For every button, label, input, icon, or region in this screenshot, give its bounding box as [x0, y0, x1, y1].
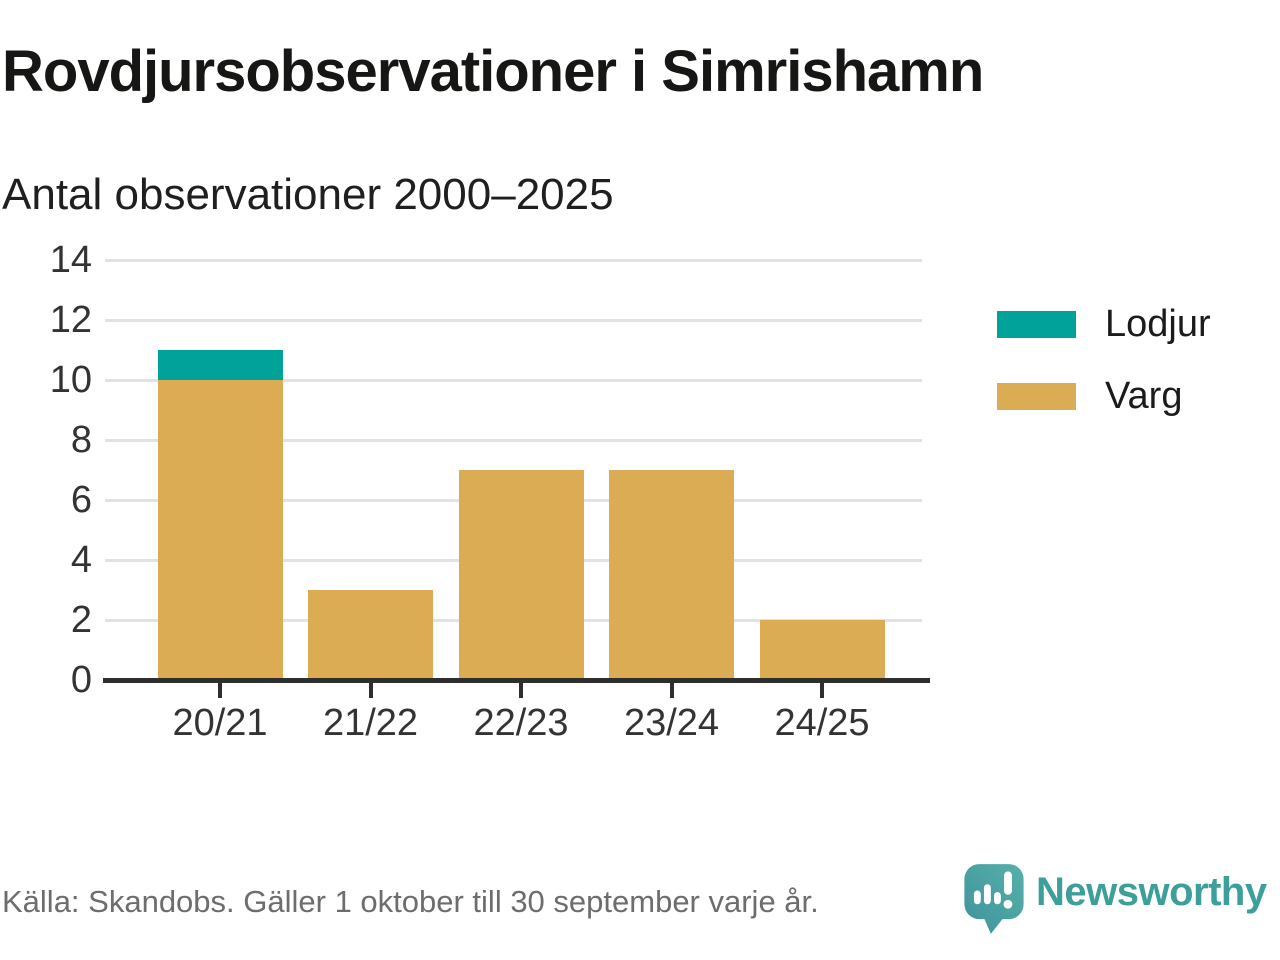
x-axis-tick: [218, 683, 222, 698]
legend-swatch-varg: [997, 383, 1076, 410]
legend: Lodjur Varg: [997, 303, 1211, 447]
gridline: [105, 258, 922, 262]
brand-name: Newsworthy: [1036, 870, 1267, 914]
x-axis-label: 21/22: [322, 702, 419, 744]
legend-label: Lodjur: [1105, 303, 1211, 345]
x-axis-label: 22/23: [473, 702, 569, 744]
x-axis-tick: [820, 683, 824, 698]
legend-label: Varg: [1105, 375, 1183, 417]
gridline: [105, 438, 922, 442]
y-axis-label: 14: [49, 239, 92, 281]
y-axis-label: 0: [70, 659, 92, 701]
legend-item-lodjur: Lodjur: [997, 303, 1211, 346]
x-axis-tick: [368, 683, 373, 698]
legend-item-varg: Varg: [997, 375, 1211, 418]
gridline: [105, 318, 922, 322]
x-axis-tick: [669, 683, 674, 698]
bar-segment-varg: [308, 590, 433, 680]
brand-logo: Newsworthy: [962, 862, 1267, 941]
gridline: [105, 378, 922, 382]
y-axis-label: 8: [70, 419, 92, 461]
x-axis-label: 24/25: [774, 702, 870, 744]
y-axis-label: 6: [70, 479, 92, 521]
legend-swatch-lodjur: [997, 311, 1076, 338]
x-axis-label: 23/24: [623, 702, 720, 744]
bar-segment-varg: [458, 470, 584, 680]
bar-segment-varg: [157, 380, 283, 680]
bar-segment-varg: [759, 620, 885, 680]
x-axis-label: 20/21: [172, 702, 268, 744]
bar-segment-lodjur: [157, 350, 283, 380]
x-axis-line: [103, 678, 930, 683]
y-axis-label: 10: [49, 359, 92, 401]
source-note: Källa: Skandobs. Gäller 1 oktober till 3…: [2, 884, 819, 919]
chart-subtitle: Antal observationer 2000–2025: [2, 170, 614, 219]
page-title: Rovdjursobservationer i Simrishamn: [2, 39, 984, 104]
bar-segment-varg: [609, 470, 734, 680]
newsworthy-icon: [962, 862, 1026, 941]
y-axis-label: 2: [70, 599, 92, 641]
y-axis-label: 4: [70, 539, 92, 581]
x-axis-tick: [519, 683, 523, 698]
y-axis-label: 12: [49, 299, 92, 341]
